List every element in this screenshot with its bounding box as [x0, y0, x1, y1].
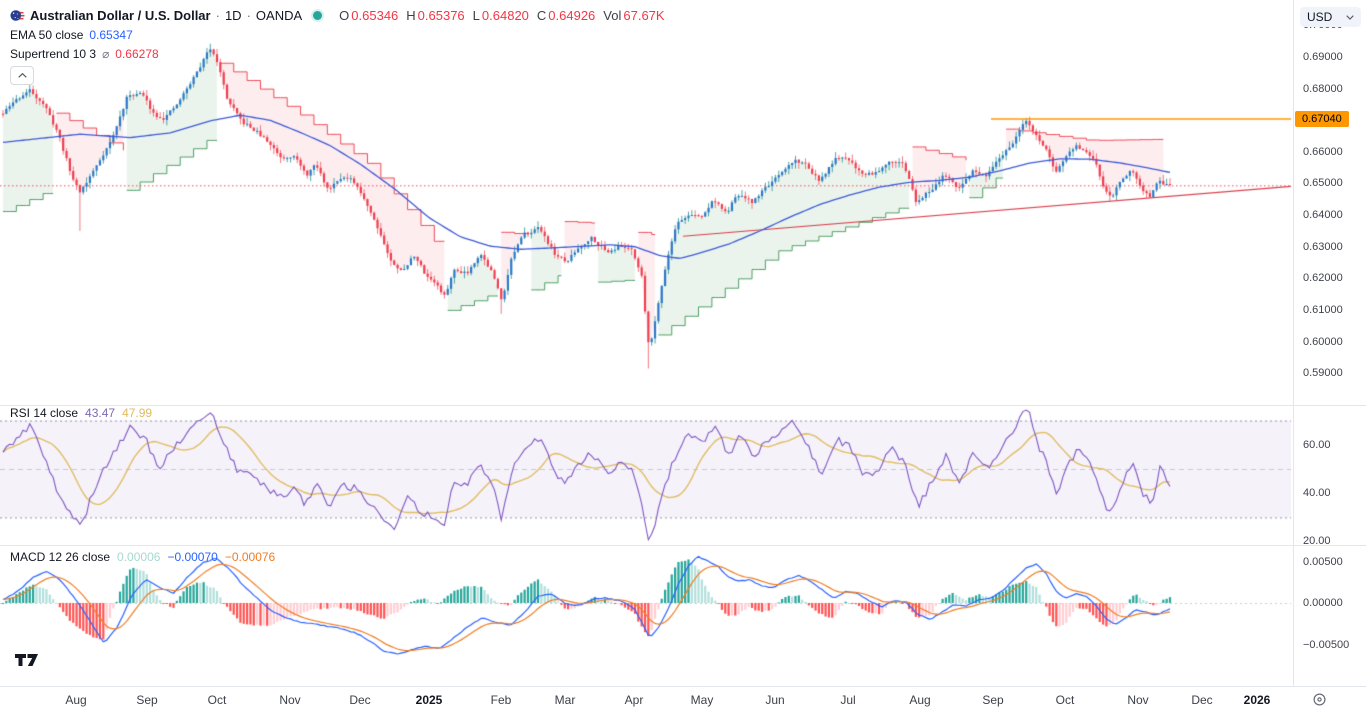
diameter-symbol: ⌀ — [102, 46, 110, 61]
time-axis-label: Dec — [1191, 693, 1213, 707]
macd-pane-legend[interactable]: MACD 12 26 close 0.00006 −0.00070 −0.000… — [10, 550, 275, 564]
time-axis-settings-icon[interactable] — [1312, 692, 1327, 712]
axis-price-label: 0.59000 — [1303, 367, 1343, 379]
time-axis-label: Feb — [490, 693, 512, 707]
price-chart-canvas[interactable] — [0, 0, 1293, 686]
ohlc-values: O 0.65346 H 0.65376 L 0.64820 C 0.64926 … — [333, 8, 664, 23]
price-axis[interactable]: 0.67040 0.700000.690000.680000.660000.65… — [1294, 0, 1366, 686]
low-value: 0.64820 — [481, 7, 529, 23]
macd-histogram-value: 0.00006 — [117, 550, 161, 564]
symbol-row: Australian Dollar / U.S. Dollar · 1D · O… — [10, 5, 665, 25]
time-axis-label: Nov — [279, 693, 301, 707]
open-label: O — [339, 7, 350, 23]
axis-price-label: 0.00500 — [1303, 556, 1343, 568]
tradingview-logo-icon[interactable] — [14, 651, 41, 673]
axis-price-label: 0.65000 — [1303, 177, 1343, 189]
ema-indicator-row[interactable]: EMA 50 close 0.65347 — [10, 25, 665, 44]
time-axis[interactable]: Aug Sep Oct Nov Dec 2025 Feb Mar Apr May Jun Jul Aug… — [0, 686, 1366, 719]
pane-separator[interactable] — [0, 545, 1366, 546]
axis-price-label: 0.69000 — [1303, 51, 1343, 63]
macd-title: MACD 12 26 close — [10, 550, 111, 564]
ema-indicator-value: 0.65347 — [89, 27, 133, 42]
supertrend-indicator-value: 0.66278 — [115, 46, 159, 61]
timeframe-label[interactable]: 1D — [224, 7, 242, 23]
market-status-dot-icon[interactable] — [313, 10, 323, 20]
time-axis-label: Oct — [207, 693, 227, 707]
supertrend-indicator-name: Supertrend 10 3 — [10, 46, 97, 61]
axis-price-label: 0.64000 — [1303, 209, 1343, 221]
instrument-logo-icon — [10, 8, 25, 23]
volume-label: Vol — [603, 7, 622, 23]
exchange-label[interactable]: OANDA — [255, 7, 303, 23]
time-axis-label: Aug — [909, 693, 931, 707]
separator-dot: · — [246, 7, 251, 23]
close-label: C — [536, 7, 547, 23]
rsi-ma-value: 47.99 — [122, 406, 153, 420]
low-label: L — [472, 7, 480, 23]
rsi-value: 43.47 — [85, 406, 116, 420]
resistance-price-label: 0.67040 — [1295, 111, 1349, 127]
symbol-title[interactable]: Australian Dollar / U.S. Dollar — [30, 7, 211, 23]
axis-price-label: 40.00 — [1303, 487, 1331, 499]
symbol-legend: Australian Dollar / U.S. Dollar · 1D · O… — [10, 5, 665, 85]
currency-unit-label: USD — [1307, 10, 1333, 24]
currency-unit-dropdown[interactable]: USD — [1300, 7, 1361, 27]
axis-price-label: 0.62000 — [1303, 272, 1343, 284]
time-axis-label: Jul — [840, 693, 856, 707]
macd-signal-value: −0.00076 — [224, 550, 276, 564]
chevron-up-icon — [17, 73, 27, 78]
separator-dot: · — [215, 7, 220, 23]
close-value: 0.64926 — [548, 7, 596, 23]
high-value: 0.65376 — [417, 7, 465, 23]
open-value: 0.65346 — [351, 7, 399, 23]
time-axis-label: Sep — [136, 693, 158, 707]
time-axis-label: Mar — [554, 693, 576, 707]
collapse-legend-button[interactable] — [10, 66, 34, 85]
time-axis-label: Dec — [349, 693, 371, 707]
axis-price-label: 0.61000 — [1303, 304, 1343, 316]
axis-price-label: −0.00500 — [1303, 639, 1350, 651]
axis-price-label: 0.60000 — [1303, 336, 1343, 348]
high-label: H — [406, 7, 416, 23]
supertrend-indicator-row[interactable]: Supertrend 10 3 ⌀ 0.66278 — [10, 44, 665, 63]
axis-price-label: 0.00000 — [1303, 597, 1343, 609]
time-axis-label: Nov — [1127, 693, 1149, 707]
time-axis-label: Oct — [1055, 693, 1075, 707]
axis-price-label: 60.00 — [1303, 439, 1331, 451]
time-axis-separator — [0, 686, 1366, 687]
chevron-down-icon — [1346, 14, 1354, 20]
price-axis-separator — [1293, 0, 1294, 686]
time-axis-label: Aug — [65, 693, 87, 707]
axis-price-label: 0.66000 — [1303, 146, 1343, 158]
axis-price-label: 0.68000 — [1303, 83, 1343, 95]
ema-indicator-name: EMA 50 close — [10, 27, 84, 42]
time-axis-label: May — [690, 693, 714, 707]
axis-price-label: 20.00 — [1303, 535, 1331, 547]
time-axis-label: Jun — [765, 693, 785, 707]
macd-line-value: −0.00070 — [167, 550, 218, 564]
rsi-title: RSI 14 close — [10, 406, 79, 420]
volume-value: 67.67K — [623, 7, 665, 23]
rsi-pane-legend[interactable]: RSI 14 close 43.47 47.99 — [10, 406, 152, 420]
time-axis-label: Sep — [982, 693, 1004, 707]
time-axis-label: Apr — [624, 693, 644, 707]
pane-separator[interactable] — [0, 405, 1366, 406]
time-axis-label: 2025 — [415, 693, 443, 707]
axis-price-label: 0.63000 — [1303, 241, 1343, 253]
time-axis-label: 2026 — [1243, 693, 1271, 707]
